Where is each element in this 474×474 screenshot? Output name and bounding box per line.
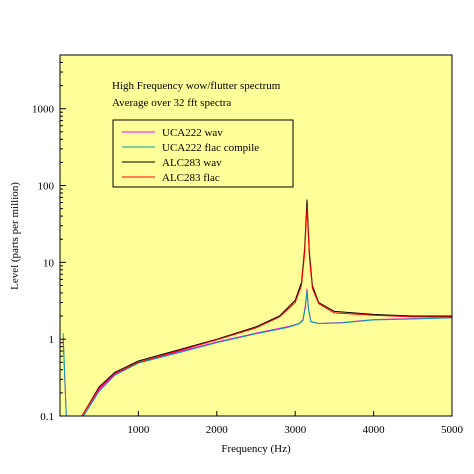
x-axis-label: Frequency (Hz) — [221, 443, 291, 455]
plot-frame — [59, 54, 453, 417]
y-axis-label: Level (parts per million) — [9, 182, 21, 290]
series-line-uca222-flac-compile — [62, 290, 453, 417]
legend-label-alc283-wav: ALC283 wav — [162, 157, 222, 169]
legend-label-alc283-flac: ALC283 flac — [162, 172, 220, 184]
x-tick-label-3000: 3000 — [284, 424, 307, 436]
y-tick-label-1: 1 — [49, 334, 55, 346]
y-tick-label-10: 10 — [43, 257, 55, 269]
y-tick-label-1000: 1000 — [32, 104, 55, 116]
legend-box — [112, 119, 294, 188]
annotation-line-2: Average over 32 fft spectra — [112, 97, 231, 109]
legend-label-uca222-flac-compile: UCA222 flac compile — [162, 142, 259, 154]
x-tick-label-1000: 1000 — [127, 424, 150, 436]
y-tick-label-100: 100 — [38, 181, 55, 193]
y-tick-label-0.1: 0.1 — [40, 411, 54, 423]
x-tick-label-4000: 4000 — [363, 424, 386, 436]
legend: UCA222 wav UCA222 flac compile ALC283 wav A… — [112, 119, 294, 188]
legend-label-uca222-wav: UCA222 wav — [162, 127, 223, 139]
x-tick-label-2000: 2000 — [206, 424, 229, 436]
series-line-alc283-flac — [81, 206, 452, 417]
x-tick-label-5000: 5000 — [441, 424, 464, 436]
plot-area — [60, 55, 452, 416]
annotation-line-1: High Frequency wow/flutter spectrum — [112, 80, 281, 92]
